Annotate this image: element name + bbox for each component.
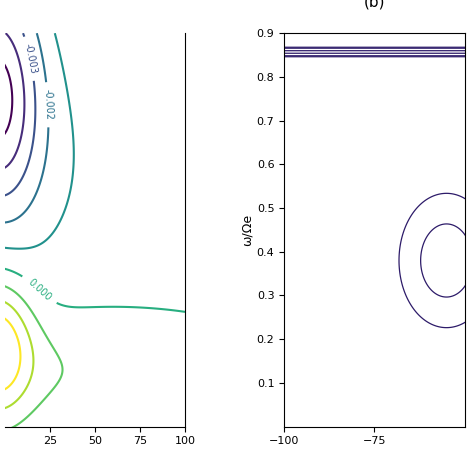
Text: (b): (b) bbox=[364, 0, 385, 9]
Text: 0.000: 0.000 bbox=[26, 277, 53, 303]
Y-axis label: ω/Ωe: ω/Ωe bbox=[241, 214, 254, 246]
Text: -0.002: -0.002 bbox=[42, 89, 54, 120]
Text: -0.003: -0.003 bbox=[22, 42, 38, 75]
